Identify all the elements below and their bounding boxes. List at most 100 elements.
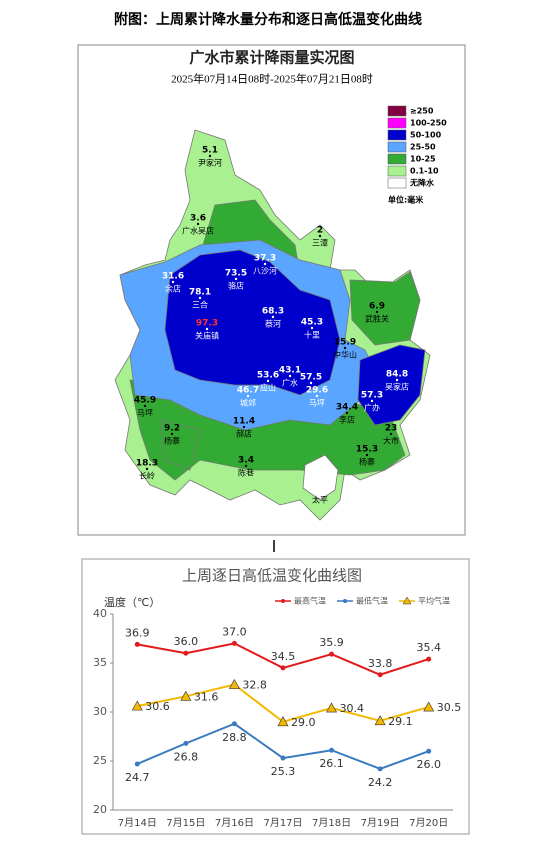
point bbox=[131, 700, 143, 711]
legend-label: 无降水 bbox=[409, 178, 435, 188]
station-dot bbox=[208, 154, 212, 158]
value-label: 35.9 bbox=[319, 636, 344, 649]
x-tick-label: 7月16日 bbox=[215, 817, 254, 829]
station-name: 余店 bbox=[165, 284, 181, 294]
station-value: 53.6 bbox=[257, 371, 279, 381]
station-dot bbox=[171, 280, 175, 284]
value-label: 31.6 bbox=[194, 690, 219, 703]
point bbox=[183, 650, 189, 656]
station-value: 37.3 bbox=[254, 254, 276, 264]
legend-label: 10-25 bbox=[410, 155, 436, 164]
legend-label: 最低气温 bbox=[356, 596, 388, 606]
legend-swatch bbox=[387, 117, 407, 129]
station-name: 中华山 bbox=[333, 350, 357, 360]
x-tick-label: 7月20日 bbox=[409, 817, 448, 829]
value-label: 37.0 bbox=[222, 625, 247, 638]
point bbox=[426, 656, 432, 662]
point bbox=[231, 721, 237, 727]
station-dot bbox=[343, 346, 347, 350]
legend-label: 0.1-10 bbox=[410, 167, 439, 176]
x-tick-label: 7月14日 bbox=[118, 817, 157, 829]
station-value: 3.4 bbox=[238, 456, 254, 466]
station-value: 6.9 bbox=[369, 302, 385, 312]
station-name: 城郊 bbox=[240, 398, 256, 408]
x-tick-label: 7月18日 bbox=[312, 817, 351, 829]
station-name: 杨寨 bbox=[164, 436, 180, 446]
station-dot bbox=[310, 326, 314, 330]
value-label: 32.8 bbox=[242, 679, 267, 692]
station-value: 34.4 bbox=[336, 403, 358, 413]
legend-unit: 单位:毫米 bbox=[388, 195, 424, 205]
point bbox=[374, 715, 386, 726]
station-value: 15.9 bbox=[334, 338, 356, 348]
point bbox=[134, 641, 140, 647]
legend-label: 最高气温 bbox=[294, 596, 326, 606]
legend-label: ≥250 bbox=[410, 107, 434, 116]
map-subtitle: 2025年07月14日08时-2025年07月21日08时 bbox=[171, 72, 373, 86]
point bbox=[277, 716, 289, 727]
value-label: 35.4 bbox=[416, 641, 441, 654]
station-dot bbox=[170, 432, 174, 436]
point bbox=[377, 672, 383, 678]
station-value: 3.6 bbox=[190, 214, 206, 224]
station-dot bbox=[345, 411, 349, 415]
point bbox=[134, 761, 140, 767]
value-label: 26.8 bbox=[174, 750, 199, 763]
station-dot bbox=[145, 467, 149, 471]
page-title: 附图：上周累计降水量分布和逐日高低温变化曲线 bbox=[114, 11, 422, 28]
station-dot bbox=[196, 222, 200, 226]
station-value: 97.3 bbox=[196, 319, 218, 329]
station-dot bbox=[205, 327, 209, 331]
y-tick-label: 30 bbox=[93, 705, 107, 718]
station-value: 45.3 bbox=[301, 318, 323, 328]
legend-label: 25-50 bbox=[410, 143, 436, 152]
value-label: 26.0 bbox=[416, 758, 441, 771]
station-value: 15.3 bbox=[356, 445, 378, 455]
station-name: 广水 bbox=[282, 378, 298, 388]
value-label: 30.6 bbox=[145, 700, 170, 713]
y-tick-label: 40 bbox=[93, 607, 107, 620]
station-dot bbox=[143, 404, 147, 408]
point bbox=[426, 748, 432, 754]
map-title: 广水市累计降雨量实况图 bbox=[189, 49, 354, 67]
legend-swatch bbox=[387, 141, 407, 153]
station-dot bbox=[288, 374, 292, 378]
value-label: 30.5 bbox=[437, 701, 462, 714]
station-name: 郝店 bbox=[236, 429, 252, 439]
station-dot bbox=[309, 381, 313, 385]
station-dot bbox=[395, 378, 399, 382]
value-label: 28.8 bbox=[222, 731, 247, 744]
station-name: 蔡河 bbox=[265, 319, 281, 329]
legend-swatch bbox=[387, 177, 407, 189]
station-name: 骆店 bbox=[228, 281, 244, 291]
station-name: 十里 bbox=[304, 330, 320, 340]
value-label: 33.8 bbox=[368, 657, 393, 670]
value-label: 24.7 bbox=[125, 771, 150, 784]
station-value: 2 bbox=[317, 226, 323, 236]
x-tick-label: 7月15日 bbox=[166, 817, 205, 829]
legend-swatch bbox=[387, 129, 407, 141]
station-value: 84.8 bbox=[386, 370, 408, 380]
station-value: 29.6 bbox=[306, 386, 328, 396]
value-label: 29.0 bbox=[291, 716, 316, 729]
station-name: 广水吴店 bbox=[182, 226, 214, 236]
station-name: 应山 bbox=[260, 383, 276, 393]
legend-marker bbox=[343, 599, 347, 603]
station-name: 大市 bbox=[383, 436, 399, 446]
station-name: 关庙镇 bbox=[195, 331, 219, 341]
point bbox=[423, 701, 435, 712]
chart-frame bbox=[81, 558, 470, 835]
value-label: 34.5 bbox=[271, 650, 296, 663]
value-label: 25.3 bbox=[271, 765, 296, 778]
legend-swatch bbox=[387, 153, 407, 165]
station-value: 57.5 bbox=[300, 373, 322, 383]
station-value: 9.2 bbox=[164, 424, 180, 434]
station-value: 57.3 bbox=[361, 391, 383, 401]
station-dot bbox=[370, 399, 374, 403]
legend-label: 50-100 bbox=[410, 131, 442, 140]
station-value: 78.1 bbox=[189, 288, 211, 298]
station-name: 陈巷 bbox=[238, 468, 254, 478]
station-value: 23 bbox=[385, 424, 398, 434]
station-dot bbox=[246, 394, 250, 398]
